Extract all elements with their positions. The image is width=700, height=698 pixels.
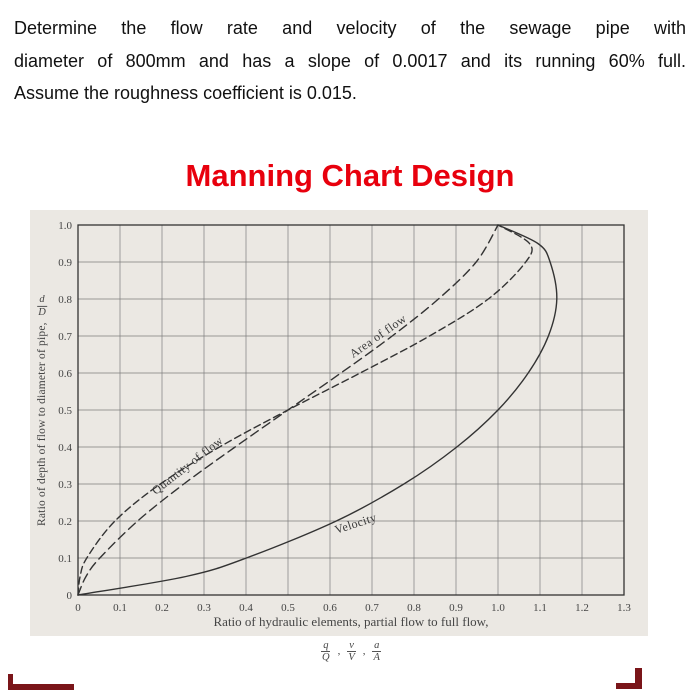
y-tick-label: 0.7 xyxy=(58,331,72,343)
y-tick-label: 0.9 xyxy=(58,257,72,269)
y-tick-label: 1.0 xyxy=(58,220,72,232)
x-tick-label: 0.3 xyxy=(197,602,211,614)
x-tick-label: 0.2 xyxy=(155,602,169,614)
x-tick-label: 1.2 xyxy=(575,602,589,614)
x-tick-label: 1.1 xyxy=(533,602,547,614)
question-text: Determine the flow rate and velocity of … xyxy=(14,12,686,110)
x-tick-label: 0 xyxy=(75,602,81,614)
page-title: Manning Chart Design xyxy=(185,157,515,193)
question-line-1: Determine the flow rate and velocity of … xyxy=(14,18,686,38)
x-tick-label: 0.8 xyxy=(407,602,421,614)
x-tick-label: 0.5 xyxy=(281,602,295,614)
y-tick-label: 0.8 xyxy=(58,294,72,306)
y-tick-label: 0 xyxy=(67,590,73,602)
fraction-separator: , xyxy=(362,645,366,658)
fraction-numerator: q xyxy=(321,639,331,653)
corner-mark-left xyxy=(8,674,74,690)
y-tick-label: 0.1 xyxy=(58,553,72,565)
x-tick-label: 0.7 xyxy=(365,602,379,614)
curve-area-of-flow xyxy=(77,224,499,596)
curve-label-velocity: Velocity xyxy=(333,510,378,537)
fraction-denominator: Q xyxy=(322,652,330,664)
curve-velocity xyxy=(77,224,558,596)
x-tick-label: 1.3 xyxy=(617,602,631,614)
x-tick-label: 0.9 xyxy=(449,602,463,614)
y-tick-label: 0.2 xyxy=(58,516,72,528)
fraction-denominator: A xyxy=(373,652,380,664)
question-line-2: diameter of 800mm and has a slope of 0.0… xyxy=(14,50,686,71)
x-axis-label: Ratio of hydraulic elements, partial flo… xyxy=(213,613,489,629)
y-tick-label: 0.5 xyxy=(58,405,72,417)
manning-chart-figure: Ratio of depth of flow to diameter of pi… xyxy=(30,209,648,663)
chart-canvas: 0 0.1 0.2 0.3 0.4 0.5 0.6 0.7 0.8 0.9 1.0 1.1 1.2 1.3… xyxy=(58,220,631,614)
fraction-numerator: v xyxy=(347,639,356,653)
x-tick-label: 0.6 xyxy=(323,602,337,614)
plot-border xyxy=(77,224,625,596)
y-tick-label: 0.6 xyxy=(58,368,72,380)
curve-label-quantity-of-flow: Quantity of flow xyxy=(149,433,226,497)
fraction-numerator: a xyxy=(372,639,382,653)
x-tick-label: 0.1 xyxy=(113,602,127,614)
fraction-denominator: V xyxy=(348,652,355,664)
x-tick-label: 0.4 xyxy=(239,602,253,614)
question-line-3: Assume the roughness coefficient is 0.01… xyxy=(14,83,357,104)
y-tick-label: 0.3 xyxy=(58,479,72,491)
x-tick-label: 1.0 xyxy=(491,602,505,614)
fraction-separator: , xyxy=(337,645,341,658)
y-tick-label: 0.4 xyxy=(58,442,72,454)
